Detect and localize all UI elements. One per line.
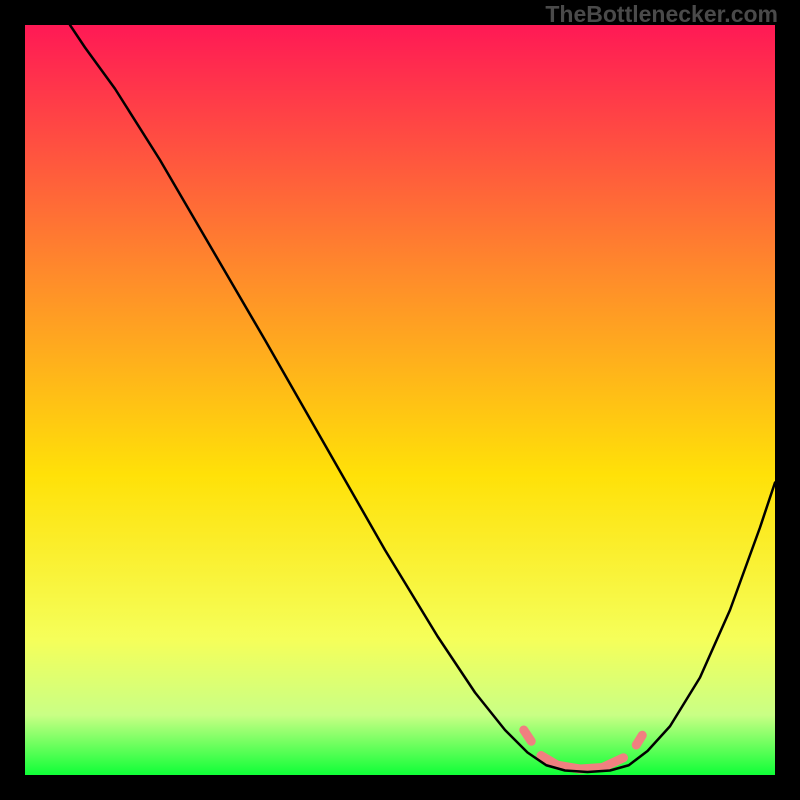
- highlight-segment: [524, 730, 532, 741]
- chart-frame: TheBottlenecker.com: [0, 0, 800, 800]
- plot-area: [25, 25, 775, 775]
- plot-svg: [25, 25, 775, 775]
- watermark-text: TheBottlenecker.com: [545, 1, 778, 28]
- highlight-segment: [636, 735, 642, 745]
- gradient-background: [25, 25, 775, 775]
